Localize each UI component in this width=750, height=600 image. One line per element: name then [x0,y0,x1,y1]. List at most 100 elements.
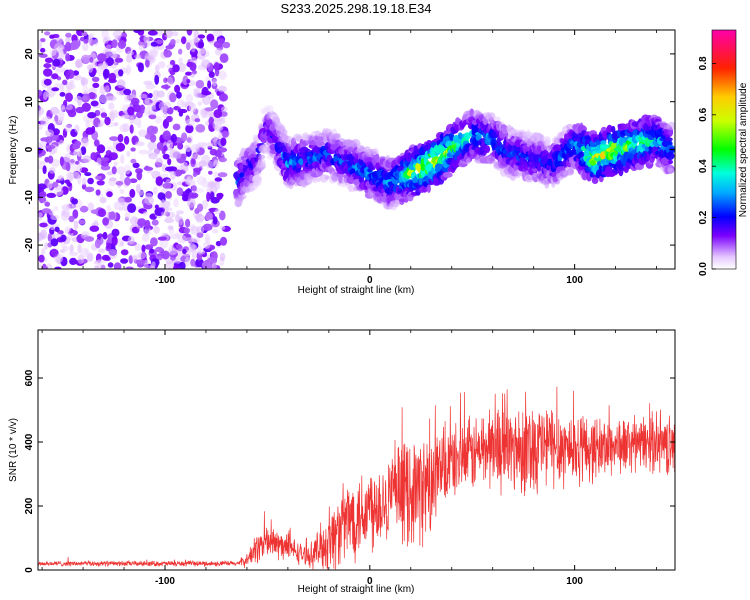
spectrogram-cell [84,172,92,177]
spectrogram-cell [42,165,47,175]
spectrogram-cell [131,254,140,259]
spectrogram-cell [116,79,126,89]
spectrogram-cell [176,187,184,196]
spectrogram-cell [41,265,48,269]
spectrogram-cell [72,209,79,219]
spectrogram-cell [114,122,119,127]
spectrogram-cell [213,171,220,180]
spectrogram-cell [72,70,80,76]
spectrogram-cell [50,91,56,96]
spectrogram-cell [667,130,673,135]
spectrogram-cell [90,100,99,107]
spectrogram-cell [206,33,215,42]
spectrogram-cell [106,205,112,212]
spectrogram-cell [39,141,48,149]
spectrogram-cell [532,172,538,178]
spectrogram-cell [100,161,109,167]
x-tick-label: 0 [367,576,373,587]
spectrogram-cell [151,219,159,226]
spectrogram-cell [44,31,51,36]
spectrogram-cell [166,116,172,123]
spectrogram-cell [146,125,157,135]
spectrogram-cell [89,225,100,232]
spectrogram-cell [92,82,100,88]
spectrogram-cell [216,193,223,200]
spectrogram-cell [295,135,302,142]
spectrogram-cell [154,74,160,85]
spectrogram-cell [212,30,223,37]
spectrogram-cell [135,183,141,194]
spectrogram-cell [97,208,107,218]
spectrogram-cell [95,175,102,180]
spectrogram-cell [38,53,48,58]
spectrogram-cell [152,89,160,100]
spectrogram-cell [52,233,62,239]
spectrogram-cell [102,217,109,226]
spectrogram-cell [43,68,53,77]
spectrogram-cell [49,49,57,56]
spectrogram-cell [56,37,64,44]
spectrogram-cell [102,231,108,240]
spectrogram-cell [137,218,147,227]
spectrogram-cell [69,243,74,254]
spectrogram-cell [100,157,110,162]
spectrogram-cell [214,208,222,215]
spectrogram-cell [73,220,79,231]
spectrogram-cell [191,237,201,243]
spectrogram-cell [212,120,218,130]
spectrogram-cell [206,191,211,202]
spectrogram-cell [155,64,160,73]
y-tick-label: 600 [24,369,35,386]
spectrogram-cell [138,149,149,155]
spectrogram-cell [590,160,597,166]
spectrogram-cell [191,47,196,53]
spectrogram-cell [208,116,215,126]
spectrogram-cell [82,84,89,95]
spectrogram-cell [185,188,193,193]
spectrogram-cell [126,54,133,63]
spectrogram-cell [375,153,380,163]
spectrogram-cell [93,38,99,46]
spectrogram-cell [196,232,204,238]
spectrogram-cell [83,39,89,44]
spectrogram-cell [81,54,91,64]
spectrogram-cell [182,161,188,172]
spectrogram-cell [111,228,120,237]
spectrogram-cell [84,236,95,242]
spectrogram-cell [40,196,47,203]
y-tick-label: 20 [24,48,35,60]
spectrogram-cell [181,36,187,45]
spectrogram-cell [116,166,126,175]
spectrogram-cell [450,163,461,168]
spectrogram-cell [166,207,173,212]
x-tick-label: -100 [155,576,175,587]
spectrogram-cell [152,186,158,195]
spectrogram-cell [120,154,125,164]
spectrogram-cell [527,173,534,181]
spectrogram-cell [218,157,227,163]
spectrogram-cell [202,141,207,151]
spectrogram-cell [109,136,119,142]
spectrogram-cell [129,124,134,134]
spectrogram-cell [267,105,274,113]
spectrogram-cell [101,254,110,261]
spectrogram-cell [51,248,58,257]
spectrogram-cell [63,153,72,163]
spectrogram-cell [213,62,220,71]
spectrogram-cell [197,245,203,255]
spectrogram-cell [135,141,145,147]
spectrogram-cell [44,201,51,207]
spectrogram-cell [111,39,118,48]
spectrogram-cell [52,181,59,188]
spectrogram-cell [260,158,266,168]
spectrogram-cell [40,38,46,43]
spectrogram-cell [113,161,118,167]
spectrogram-cell [38,254,45,263]
spectrogram-cell [218,70,227,81]
spectrogram-cell [147,141,157,151]
spectrogram-cell [542,136,552,146]
spectrogram-cell [133,30,142,34]
spectrogram-cell [93,219,99,226]
spectrogram-cell [217,172,228,178]
spectrogram-cell [194,92,202,99]
